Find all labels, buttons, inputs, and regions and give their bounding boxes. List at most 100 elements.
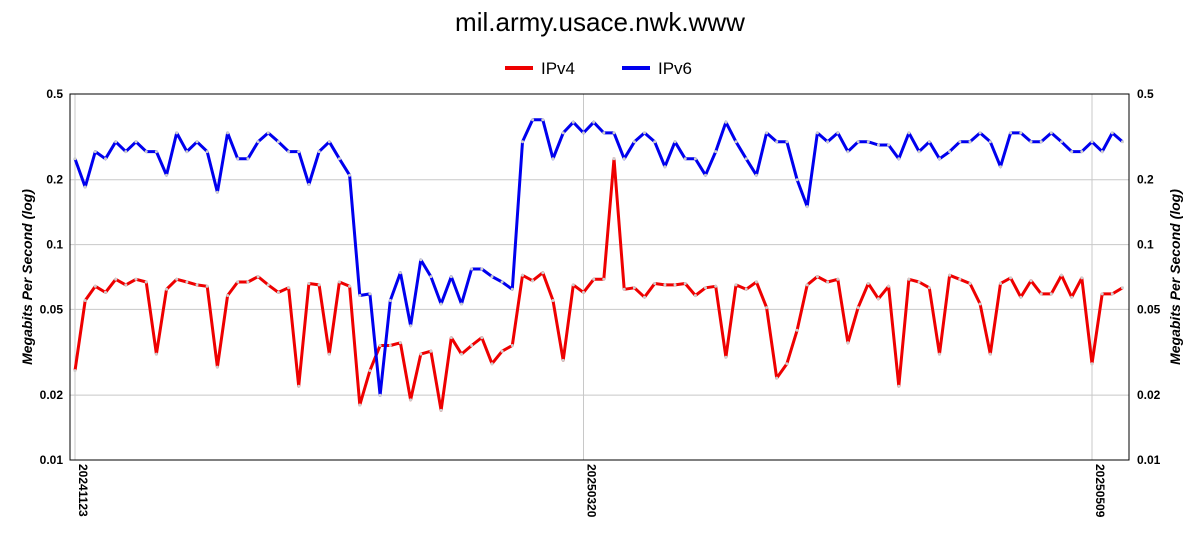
data-point-ipv4 <box>398 341 402 345</box>
data-point-ipv6 <box>775 140 779 144</box>
data-point-ipv4 <box>104 290 107 294</box>
data-point-ipv6 <box>93 150 97 154</box>
data-point-ipv4 <box>266 283 270 287</box>
data-point-ipv4 <box>348 284 352 288</box>
data-point-ipv6 <box>165 173 168 177</box>
data-point-ipv6 <box>256 140 260 144</box>
data-point-ipv4 <box>1080 276 1084 280</box>
data-point-ipv4 <box>795 328 799 332</box>
legend-ipv4-label: IPv4 <box>541 59 575 78</box>
y-tick-label: 0.1 <box>1137 238 1154 252</box>
data-point-ipv6 <box>368 292 372 296</box>
data-point-ipv4 <box>134 277 138 281</box>
data-point-ipv4 <box>490 362 494 366</box>
data-point-ipv6 <box>470 267 474 271</box>
plot-frame <box>69 93 1130 461</box>
data-point-ipv4 <box>531 279 535 283</box>
data-point-ipv6 <box>307 183 311 186</box>
data-point-ipv4 <box>999 282 1002 285</box>
data-point-ipv4 <box>754 280 758 284</box>
data-point-ipv4 <box>602 277 606 281</box>
data-point-ipv4 <box>551 299 555 302</box>
data-point-ipv6 <box>154 150 158 154</box>
y-axis-left: 0.5 0.2 0.1 0.05 0.02 0.01 <box>40 87 64 467</box>
data-point-ipv6 <box>907 131 911 135</box>
data-point-ipv4 <box>154 352 158 356</box>
y-tick-label: 0.2 <box>46 173 63 187</box>
data-point-ipv6 <box>358 294 362 297</box>
y-axis-label-right: Megabits Per Second (log) <box>1167 189 1183 365</box>
data-point-ipv4 <box>653 282 657 285</box>
data-point-ipv4 <box>73 369 77 373</box>
data-point-ipv4 <box>958 277 962 281</box>
data-point-ipv6 <box>632 140 636 144</box>
data-point-ipv4 <box>805 283 809 287</box>
y-tick-label: 0.05 <box>1137 302 1161 316</box>
y-axis-label-left: Megabits Per Second (log) <box>19 189 35 365</box>
data-point-ipv6 <box>378 393 382 397</box>
data-point-ipv6 <box>958 140 962 144</box>
data-point-ipv4 <box>1049 292 1053 296</box>
data-point-ipv4 <box>500 349 504 353</box>
data-point-ipv4 <box>124 283 128 287</box>
y-tick-label: 0.01 <box>40 453 64 467</box>
data-point-ipv6 <box>917 150 921 154</box>
data-point-ipv6 <box>602 131 606 135</box>
data-point-ipv4 <box>1100 292 1104 296</box>
data-point-ipv4 <box>419 352 423 356</box>
data-point-ipv4 <box>622 287 626 291</box>
data-point-ipv6 <box>215 190 219 194</box>
data-point-ipv6 <box>744 157 748 161</box>
data-point-ipv4 <box>815 275 819 279</box>
data-point-ipv4 <box>429 349 433 353</box>
data-point-ipv4 <box>1009 276 1013 280</box>
data-point-ipv6 <box>724 120 728 124</box>
data-point-ipv6 <box>1080 150 1084 154</box>
data-point-ipv4 <box>978 302 982 306</box>
data-point-ipv4 <box>744 287 748 291</box>
data-point-ipv4 <box>968 282 972 285</box>
data-point-ipv4 <box>856 306 860 310</box>
data-point-ipv4 <box>988 352 992 356</box>
data-point-ipv4 <box>693 294 697 297</box>
data-point-ipv6 <box>927 140 931 144</box>
data-point-ipv6 <box>500 280 504 284</box>
data-point-ipv4 <box>724 355 728 359</box>
data-point-ipv6 <box>185 150 189 154</box>
y-tick-label: 0.01 <box>1137 453 1161 467</box>
data-point-ipv6 <box>571 120 575 124</box>
data-point-ipv6 <box>1110 131 1114 135</box>
data-point-ipv6 <box>836 131 840 135</box>
data-point-ipv6 <box>1039 140 1043 144</box>
data-point-ipv4 <box>1110 292 1114 296</box>
data-point-ipv4 <box>866 282 870 285</box>
data-point-ipv4 <box>1029 279 1033 283</box>
data-point-ipv4 <box>917 280 921 284</box>
data-point-ipv4 <box>144 280 148 284</box>
data-point-ipv6 <box>490 275 494 279</box>
data-point-ipv6 <box>815 131 819 135</box>
data-point-ipv4 <box>582 290 585 294</box>
data-point-ipv4 <box>510 344 514 347</box>
data-point-ipv6 <box>1121 140 1124 144</box>
data-point-ipv4 <box>938 352 941 356</box>
data-point-ipv6 <box>419 258 423 262</box>
data-point-ipv4 <box>592 277 596 281</box>
data-point-ipv4 <box>1039 292 1043 296</box>
data-point-ipv4 <box>612 157 616 161</box>
data-point-ipv4 <box>663 283 667 287</box>
data-point-ipv6 <box>337 157 341 161</box>
data-point-ipv6 <box>266 131 270 135</box>
data-point-ipv4 <box>317 283 321 287</box>
data-point-ipv6 <box>327 140 331 144</box>
data-point-ipv4 <box>256 275 260 279</box>
data-point-ipv6 <box>236 157 240 161</box>
y-tick-label: 0.5 <box>1137 87 1154 101</box>
data-point-ipv4 <box>1090 362 1094 366</box>
data-point-ipv6 <box>317 150 321 154</box>
data-point-ipv4 <box>571 283 575 287</box>
data-point-ipv6 <box>887 143 891 147</box>
data-point-ipv4 <box>449 336 453 340</box>
data-point-ipv6 <box>510 287 514 291</box>
